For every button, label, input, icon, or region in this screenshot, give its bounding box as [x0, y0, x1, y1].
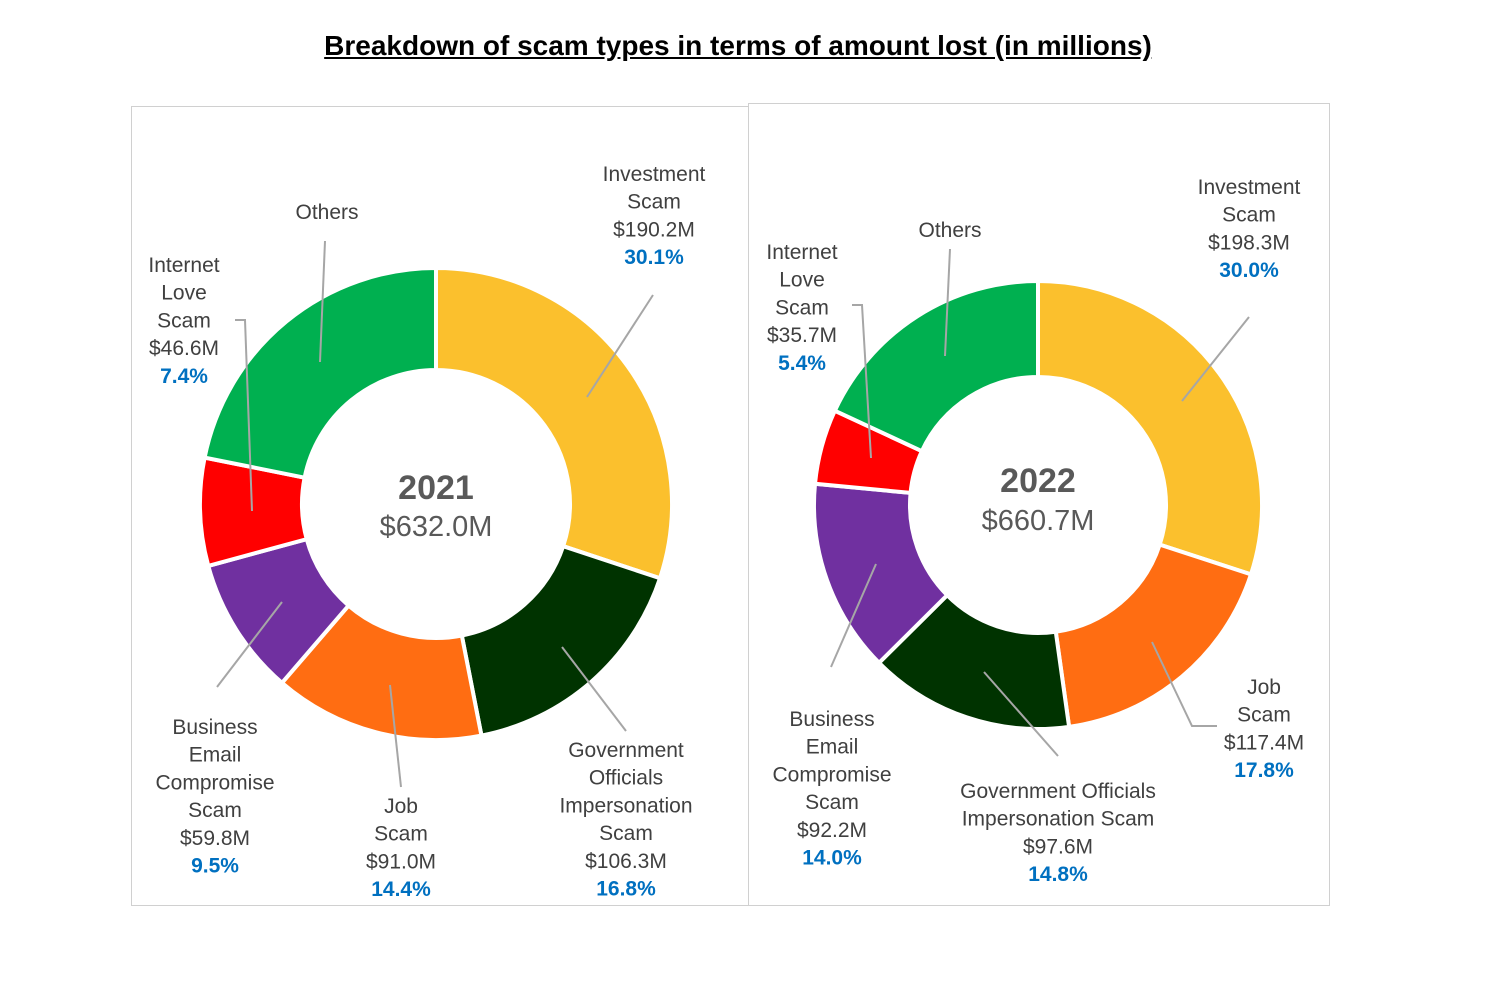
- data-label-2021-investment-scam: Investment Scam $190.2M 30.1%: [603, 163, 706, 269]
- data-label-2022-investment-scam: Investment Scam $198.3M 30.0%: [1198, 176, 1301, 282]
- data-label-2022-government-officials-impersonation-scam: Government Officials Impersonation Scam $9…: [960, 780, 1156, 886]
- center-year-2021: 2021: [398, 469, 474, 507]
- donut-chart-2022: 2022 $660.7M Investment Scam $198.3M 30.0% Job…: [766, 176, 1304, 886]
- data-label-2022-others: Others: [918, 219, 981, 242]
- leader-line-2021-investment-scam: [586, 294, 654, 398]
- leader-line-2022-internet-love-scam: [852, 304, 872, 459]
- data-label-2021-internet-love-scam: Internet Love Scam $46.6M 7.4%: [148, 254, 219, 388]
- leader-line-2021-business-email-compromise-scam: [216, 601, 283, 688]
- data-label-2022-job-scam: Job Scam $117.4M 17.8%: [1224, 676, 1304, 782]
- center-total-2022: $660.7M: [982, 505, 1095, 537]
- slice-2021-government-officials-impersonation-scam: [459, 543, 663, 738]
- leader-line-2021-job-scam: [389, 684, 402, 788]
- slice-2021-investment-scam: [434, 265, 674, 581]
- data-label-2021-others: Others: [295, 201, 358, 224]
- leader-line-2022-investment-scam: [1181, 316, 1250, 402]
- slice-2022-job-scam: [1053, 542, 1254, 730]
- center-total-2021: $632.0M: [380, 511, 493, 543]
- slice-2022-others: [832, 278, 1040, 454]
- donut-panel-2021: 2021 $632.0M Investment Scam $190.2M 30.1% Gov…: [131, 106, 749, 906]
- leader-line-2022-job-scam: [1151, 641, 1217, 727]
- data-label-2022-internet-love-scam: Internet Love Scam $35.7M 5.4%: [766, 241, 837, 375]
- leader-line-2021-others: [319, 240, 326, 363]
- leader-line-2022-others: [944, 248, 951, 357]
- leader-line-2021-government-officials-impersonation-scam: [561, 646, 627, 732]
- chart-title: Breakdown of scam types in terms of amou…: [324, 30, 1152, 61]
- data-label-2022-business-email-compromise-scam: Business Email Compromise Scam $92.2M 14.0%: [772, 708, 891, 870]
- data-label-2021-government-officials-impersonation-scam: Government Officials Impersonation Scam $106…: [559, 739, 692, 901]
- leader-line-2021-internet-love-scam: [235, 319, 253, 512]
- slice-2022-investment-scam: [1036, 278, 1264, 577]
- leader-line-2022-government-officials-impersonation-scam: [983, 671, 1059, 757]
- leader-line-2022-business-email-compromise-scam: [830, 563, 877, 668]
- data-label-2021-job-scam: Job Scam $91.0M 14.4%: [366, 795, 436, 901]
- center-year-2022: 2022: [1000, 462, 1076, 500]
- donut-chart-2021: 2021 $632.0M Investment Scam $190.2M 30.1% Gov…: [148, 163, 706, 901]
- donut-panel-2022: 2022 $660.7M Investment Scam $198.3M 30.0% Job…: [748, 103, 1330, 906]
- data-label-2021-business-email-compromise-scam: Business Email Compromise Scam $59.8M 9.5%: [155, 716, 274, 878]
- slice-2021-others: [202, 265, 438, 481]
